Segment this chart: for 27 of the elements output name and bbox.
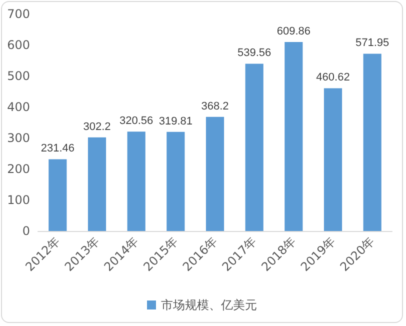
bar [127,132,146,231]
data-label: 320.56 [120,115,154,128]
data-label: 571.95 [356,37,390,50]
bar [206,116,224,231]
bar [88,137,106,231]
data-label: 231.46 [40,142,74,155]
bar [48,159,67,231]
data-label: 539.56 [238,47,272,60]
legend-label: 市场规模、亿美元 [161,298,257,312]
bar [324,88,342,231]
y-tick-label: 500 [7,69,30,83]
bar [363,54,382,231]
data-label: 460.62 [316,72,350,84]
data-label: 302.2 [83,120,111,133]
bar [284,42,303,231]
data-label: 368.2 [201,100,229,112]
bar [166,132,185,231]
data-label: 609.86 [276,25,310,38]
bar [245,64,264,231]
y-tick-label: 700 [7,7,30,21]
y-tick-label: 100 [7,193,30,207]
data-label: 319.81 [158,115,192,128]
y-tick-label: 200 [7,162,30,176]
y-tick-label: 600 [7,38,30,52]
y-tick-label: 400 [7,100,30,114]
y-tick-label: 300 [7,131,30,145]
y-tick-label: 0 [22,224,30,238]
